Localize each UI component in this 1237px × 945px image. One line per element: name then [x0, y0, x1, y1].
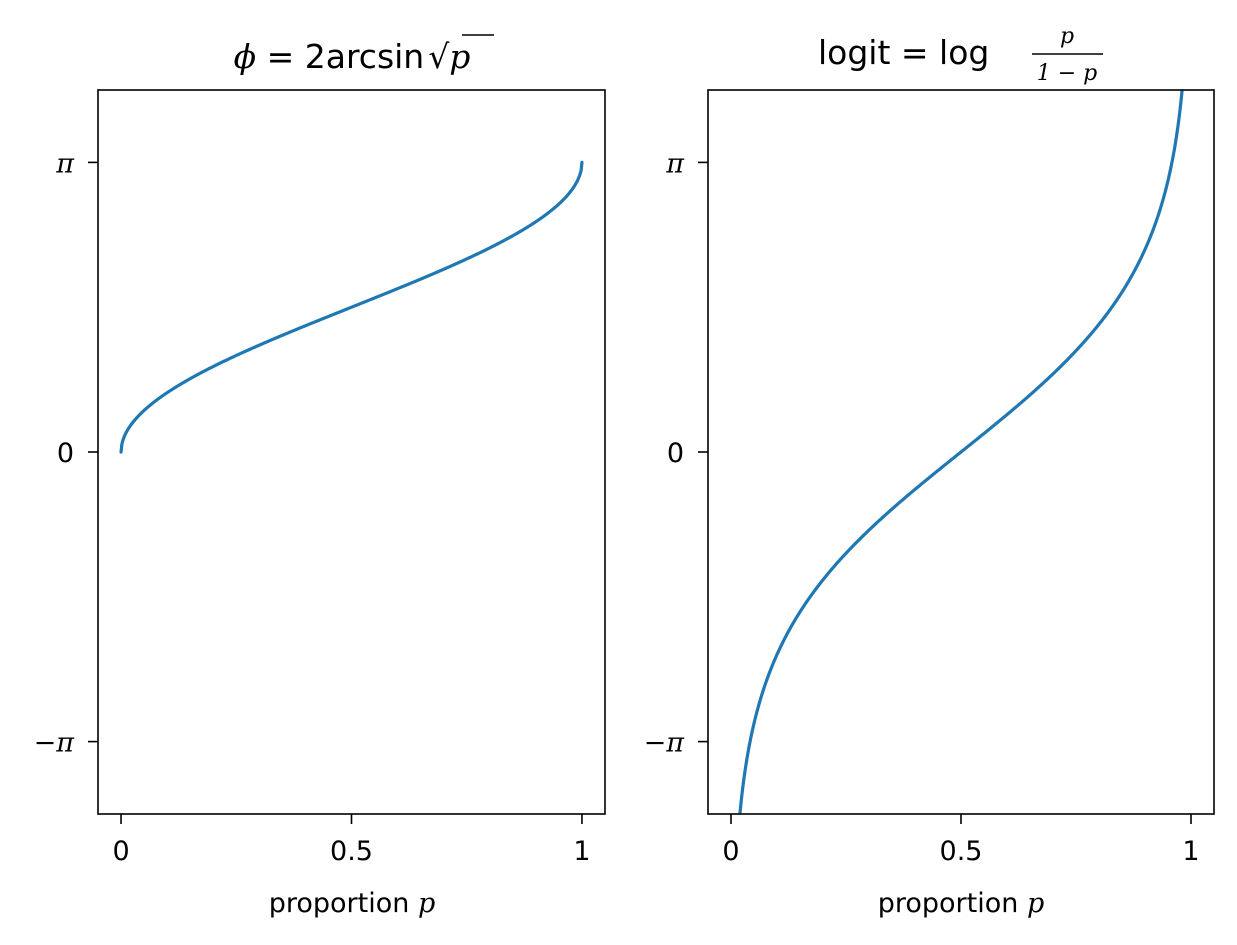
right-ytick-label-2: π: [665, 148, 685, 179]
left-xtick-label-2: 1: [573, 836, 590, 867]
right-xtick-label-0: 0: [722, 836, 739, 867]
left-ytick-label-0: −π: [34, 728, 76, 759]
left-series-line: [119, 160, 584, 454]
svg-text:ϕ = 2arcsin√p: ϕ = 2arcsin √p: [234, 37, 471, 76]
left-ytick-label-1: 0: [57, 438, 74, 469]
right-xtick-label-1: 0.5: [940, 836, 983, 867]
right-title-denominator: 1 − p: [1037, 61, 1098, 86]
left-xlabel: proportion p: [269, 888, 436, 919]
left-title-eq: = 2arcsin: [256, 37, 424, 76]
left-title: ϕ = 2arcsin √p: [234, 34, 494, 76]
right-ytick-label-1: 0: [667, 438, 684, 469]
left-title-phi: ϕ: [234, 37, 257, 76]
left-title-var: p: [449, 37, 470, 76]
left-xtick-label-0: 0: [112, 836, 129, 867]
left-ytick-label-2: π: [55, 148, 75, 179]
left-chart: ϕ = 2arcsin √p 0 0.5 1 −π 0 π proportion …: [34, 34, 606, 919]
right-title-numerator: p: [1060, 24, 1074, 49]
right-xlabel: proportion p: [878, 888, 1045, 919]
right-xtick-label-2: 1: [1182, 836, 1199, 867]
right-series-line: [738, 90, 1184, 814]
right-chart: logit = log p 1 − p 0 0.5 1 −π 0 π propo…: [644, 24, 1215, 919]
right-ytick-label-0: −π: [644, 728, 686, 759]
left-xtick-label-1: 0.5: [330, 836, 373, 867]
right-title-prefix: logit = log: [818, 33, 989, 72]
left-title-radical: √: [428, 37, 450, 76]
right-title: logit = log p 1 − p: [818, 24, 1103, 86]
left-axes-frame: [97, 89, 606, 815]
